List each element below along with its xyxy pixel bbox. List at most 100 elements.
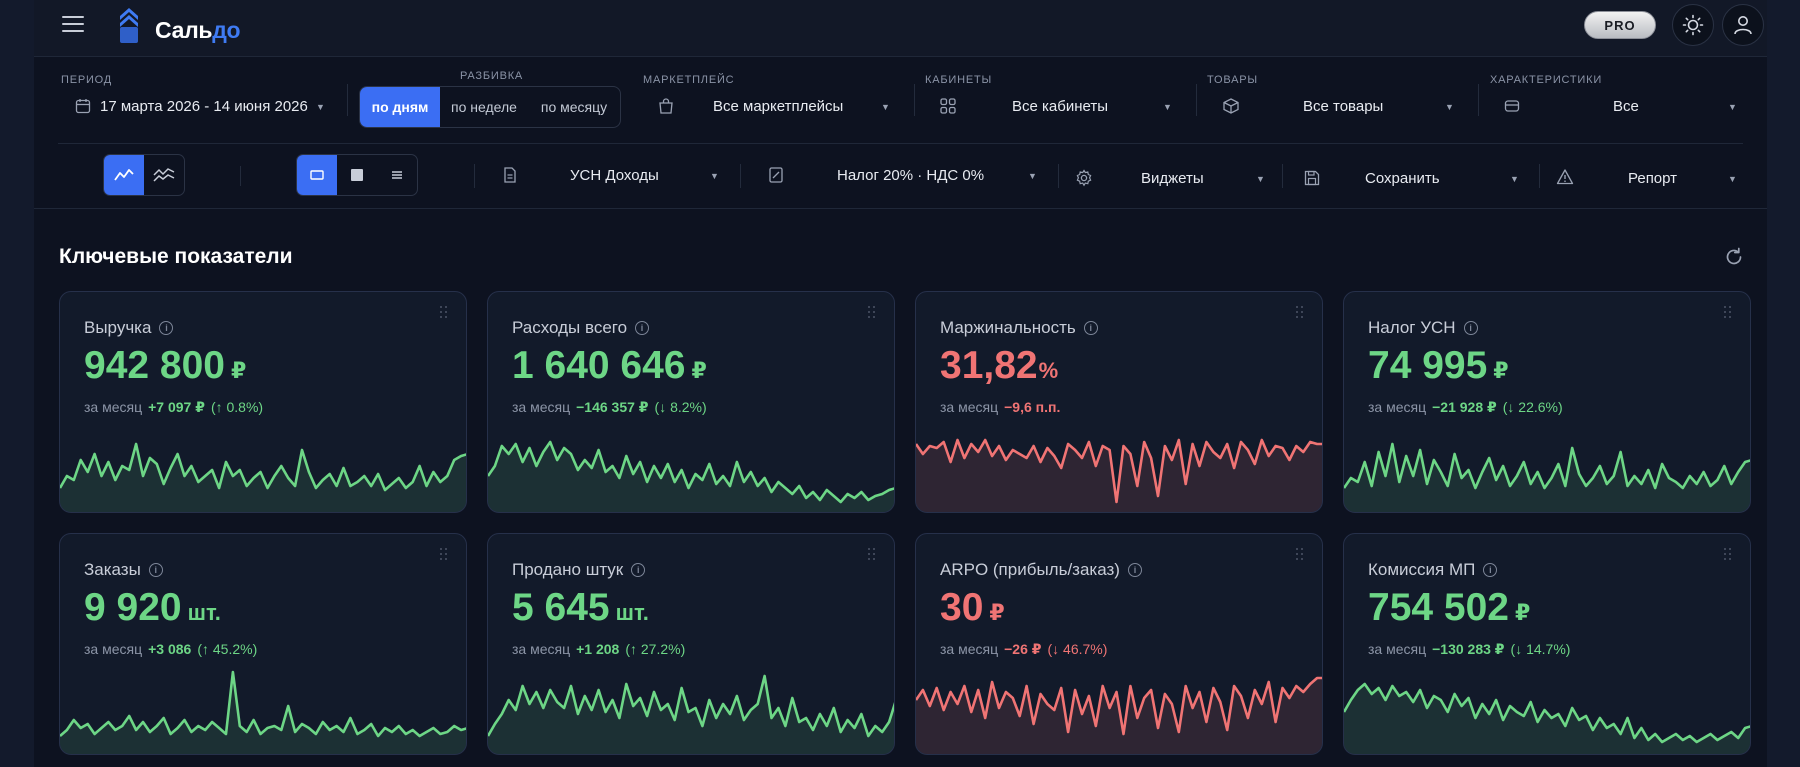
kpi-card-title: Расходы всего i	[512, 318, 650, 338]
logo-text[interactable]: Сальдо	[155, 17, 241, 44]
kpi-card-orders[interactable]: Заказы i 9 920 шт. за месяц +3 086 (↑ 45.2%)	[59, 533, 467, 755]
kpi-value-number: 9 920	[84, 586, 182, 629]
kpi-card-tax[interactable]: Налог УСН i 74 995 ₽ за месяц −21 928 ₽ (↓ 2…	[1343, 291, 1751, 513]
sparkline-line	[60, 442, 466, 492]
kpi-value-unit: ₽	[1514, 600, 1531, 625]
kpi-card-arpo[interactable]: ARPO (прибыль/заказ) i 30 ₽ за месяц −26 ₽ (…	[915, 533, 1323, 755]
theme-toggle-button[interactable]	[1672, 4, 1714, 46]
breakdown-week-button[interactable]: по неделе	[451, 99, 517, 115]
kpi-value-unit: шт.	[187, 600, 221, 625]
chevron-down-icon: ▼	[881, 102, 890, 112]
cabinets-select[interactable]: Все кабинеты	[1012, 98, 1108, 115]
info-icon[interactable]: i	[1463, 321, 1478, 335]
pro-badge[interactable]: PRO	[1584, 11, 1656, 39]
kpi-value-unit: шт.	[615, 600, 649, 625]
kpi-period: за месяц	[940, 641, 999, 657]
gear-icon	[1076, 169, 1092, 187]
save-button[interactable]: Сохранить	[1365, 170, 1440, 187]
breakdown-month-button[interactable]: по месяцу	[540, 99, 608, 115]
section-title: Ключевые показатели	[59, 245, 293, 268]
divider	[240, 166, 241, 186]
info-icon[interactable]: i	[631, 563, 646, 577]
drag-handle-icon[interactable]	[440, 548, 448, 560]
info-icon[interactable]: i	[148, 563, 163, 577]
kpi-card-units-sold[interactable]: Продано штук i 5 645 шт. за месяц +1 208 (↑ …	[487, 533, 895, 755]
sparkline-chart	[488, 674, 894, 754]
kpi-period: за месяц	[940, 399, 999, 415]
drag-handle-icon[interactable]	[1296, 306, 1304, 318]
kpi-delta: за месяц +7 097 ₽ (↑ 0.8%)	[84, 399, 263, 416]
area-chart-button[interactable]	[144, 155, 184, 195]
kpi-value-number: 31,82	[940, 344, 1038, 387]
sparkline-chart	[916, 676, 1322, 754]
kpi-delta-percent: (↑ 0.8%)	[210, 399, 264, 415]
sparkline-area	[916, 678, 1322, 754]
drag-handle-icon[interactable]	[868, 306, 876, 318]
kpi-delta: за месяц −130 283 ₽ (↓ 14.7%)	[1368, 641, 1570, 658]
kpi-value: 942 800 ₽	[84, 344, 246, 388]
period-select[interactable]: 17 марта 2026 - 14 июня 2026	[100, 98, 308, 115]
drag-handle-icon[interactable]	[1724, 306, 1732, 318]
kpi-period: за месяц	[84, 399, 143, 415]
card-list-button[interactable]	[377, 155, 417, 195]
kpi-delta-percent: (↓ 14.7%)	[1510, 641, 1571, 657]
report-button[interactable]: Репорт	[1628, 170, 1678, 187]
breakdown-day-button[interactable]: по дням	[360, 87, 440, 127]
chevron-down-icon: ▼	[1256, 174, 1265, 184]
drag-handle-icon[interactable]	[440, 306, 448, 318]
chevron-down-icon: ▼	[1510, 174, 1519, 184]
profile-button[interactable]	[1722, 4, 1764, 46]
breakdown-label: РАЗБИВКА	[460, 70, 524, 82]
logo-part-2: до	[212, 17, 241, 43]
kpi-period: за месяц	[512, 399, 571, 415]
tax-rate-select[interactable]: Налог 20% · НДС 0%	[837, 167, 985, 184]
info-icon[interactable]: i	[1483, 563, 1498, 577]
sparkline-chart	[60, 670, 466, 754]
drag-handle-icon[interactable]	[1296, 548, 1304, 560]
sparkline-area	[1344, 444, 1750, 512]
sparkline-chart	[1344, 682, 1750, 754]
kpi-value: 5 645 шт.	[512, 586, 649, 630]
kpi-card-commission[interactable]: Комиссия МП i 754 502 ₽ за месяц −130 283 ₽…	[1343, 533, 1751, 755]
kpi-period: за месяц	[1368, 399, 1427, 415]
chevron-down-icon: ▼	[1728, 102, 1737, 112]
app-window: Сальдо PRO ПЕРИОД	[34, 0, 1767, 767]
menu-icon[interactable]	[62, 16, 84, 34]
chevron-down-icon: ▼	[1163, 102, 1172, 112]
drag-handle-icon[interactable]	[1724, 548, 1732, 560]
chevron-down-icon: ▼	[316, 102, 325, 112]
products-select[interactable]: Все товары	[1303, 98, 1384, 115]
info-icon[interactable]: i	[1083, 321, 1098, 335]
drag-handle-icon[interactable]	[868, 548, 876, 560]
kpi-card-title: Комиссия МП i	[1368, 560, 1498, 580]
kpi-title-text: ARPO (прибыль/заказ)	[940, 560, 1120, 579]
kpi-card-expenses[interactable]: Расходы всего i 1 640 646 ₽ за месяц −146 3…	[487, 291, 895, 513]
widgets-select[interactable]: Виджеты	[1141, 170, 1204, 187]
kpi-value: 1 640 646 ₽	[512, 344, 707, 388]
kpi-delta: за месяц −9,6 п.п.	[940, 399, 1060, 415]
kpi-card-title: Налог УСН i	[1368, 318, 1478, 338]
card-size-small-button[interactable]	[297, 155, 337, 195]
divider	[1539, 164, 1540, 188]
line-chart-button[interactable]	[104, 155, 144, 195]
logo-part-1: Саль	[155, 17, 213, 43]
sparkline-area	[60, 672, 466, 754]
kpi-card-revenue[interactable]: Выручка i 942 800 ₽ за месяц +7 097 ₽ (↑ 0.8…	[59, 291, 467, 513]
characteristics-select[interactable]: Все	[1613, 98, 1639, 115]
tax-mode-select[interactable]: УСН Доходы	[570, 167, 659, 184]
refresh-icon[interactable]	[1723, 246, 1745, 268]
info-icon[interactable]: i	[1127, 563, 1142, 577]
kpi-delta-value: −130 283 ₽	[1432, 641, 1505, 657]
marketplace-select[interactable]: Все маркетплейсы	[713, 98, 844, 115]
kpi-card-margin[interactable]: Маржинальность i 31,82% за месяц −9,6 п.п.	[915, 291, 1323, 513]
warning-icon	[1556, 169, 1574, 185]
kpi-delta-percent: (↓ 22.6%)	[1502, 399, 1563, 415]
breakdown-segmented-control: по дням по неделе по месяцу	[359, 86, 621, 128]
kpi-card-title: Выручка i	[84, 318, 174, 338]
sparkline-area	[1344, 684, 1750, 754]
info-icon[interactable]: i	[635, 321, 650, 335]
sparkline-line	[916, 438, 1322, 504]
info-icon[interactable]: i	[159, 321, 174, 335]
card-size-large-button[interactable]	[337, 155, 377, 195]
box-icon	[1223, 98, 1239, 114]
